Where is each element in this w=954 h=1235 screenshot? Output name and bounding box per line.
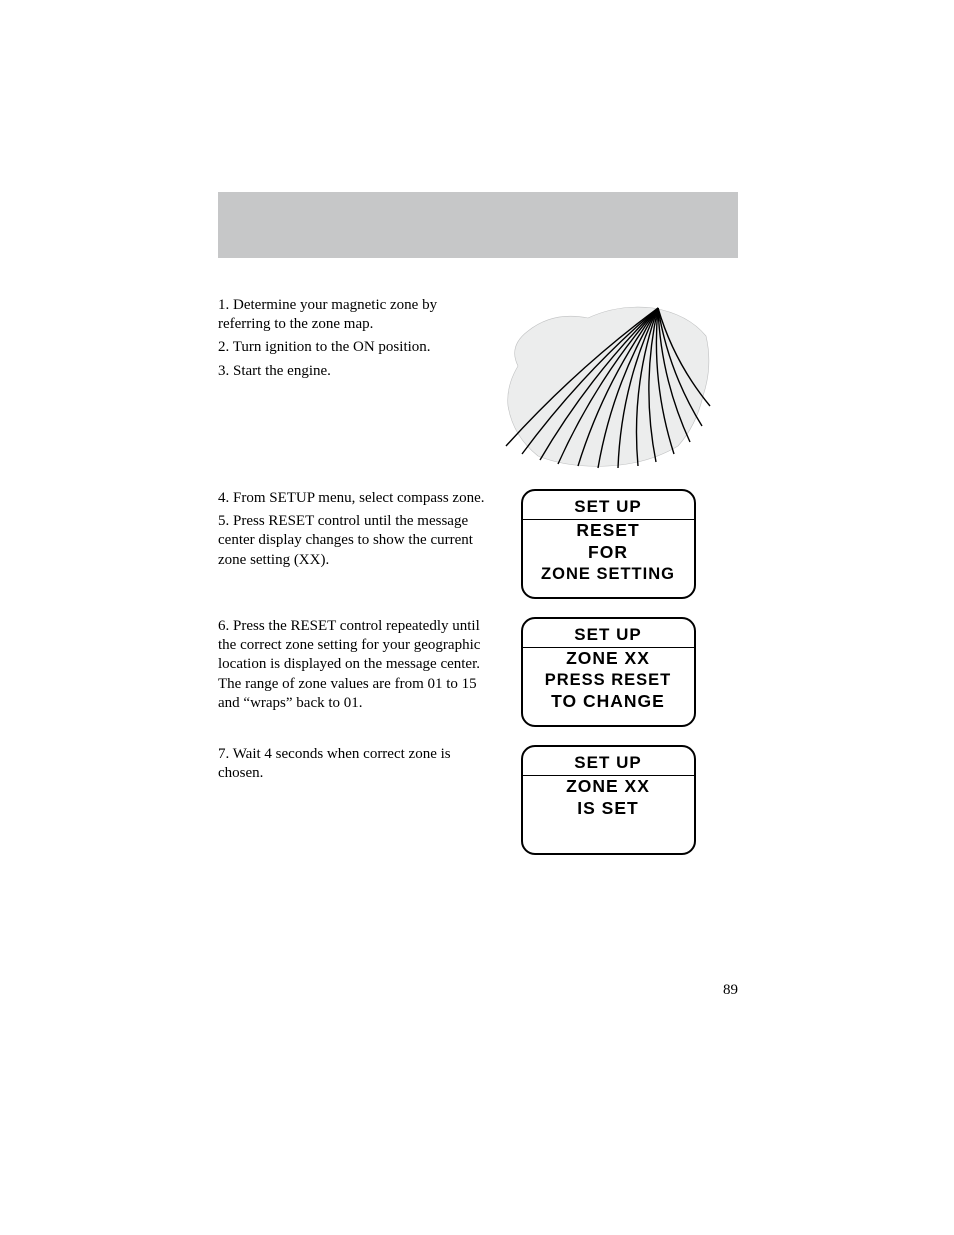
step-2: 2. Turn ignition to the ON position.: [218, 338, 488, 357]
display-2-title: SET UP: [523, 625, 694, 648]
display-2-l2: PRESS RESET: [545, 670, 672, 691]
display-1-l3: ZONE SETTING: [541, 564, 675, 585]
display-1-col: SET UP RESET FOR ZONE SETTING: [498, 489, 718, 599]
display-2-col: SET UP ZONE XX PRESS RESET TO CHANGE: [498, 617, 718, 727]
text-step-7: 7. Wait 4 seconds when correct zone is c…: [218, 745, 498, 787]
display-2-l1: ZONE XX: [566, 648, 650, 670]
section-header-band: [218, 192, 738, 258]
display-3-title: SET UP: [523, 753, 694, 776]
zone-map-figure: [498, 296, 718, 471]
page-number: 89: [723, 982, 738, 999]
row-step-6: 6. Press the RESET control repeatedly un…: [218, 617, 738, 727]
step-5: 5. Press RESET control until the message…: [218, 512, 488, 570]
display-1-l2: FOR: [588, 542, 628, 564]
display-1-l1: RESET: [576, 520, 639, 542]
step-7: 7. Wait 4 seconds when correct zone is c…: [218, 745, 488, 783]
display-3-l2: IS SET: [577, 798, 638, 820]
text-step-6: 6. Press the RESET control repeatedly un…: [218, 617, 498, 717]
row-step-7: 7. Wait 4 seconds when correct zone is c…: [218, 745, 738, 855]
display-box-3: SET UP ZONE XX IS SET: [521, 745, 696, 855]
text-steps-1-3: 1. Determine your magnetic zone by refer…: [218, 296, 498, 385]
zone-map-svg: [498, 296, 718, 471]
display-box-2: SET UP ZONE XX PRESS RESET TO CHANGE: [521, 617, 696, 727]
display-3-l1: ZONE XX: [566, 776, 650, 798]
display-3-col: SET UP ZONE XX IS SET: [498, 745, 718, 855]
display-box-1: SET UP RESET FOR ZONE SETTING: [521, 489, 696, 599]
step-3: 3. Start the engine.: [218, 362, 488, 381]
page: 1. Determine your magnetic zone by refer…: [0, 0, 954, 1235]
step-4: 4. From SETUP menu, select compass zone.: [218, 489, 488, 508]
display-1-title: SET UP: [523, 497, 694, 520]
content: 1. Determine your magnetic zone by refer…: [218, 296, 738, 873]
display-2-l3: TO CHANGE: [551, 691, 665, 713]
row-steps-4-5: 4. From SETUP menu, select compass zone.…: [218, 489, 738, 599]
landmass-outline: [508, 307, 709, 466]
step-6: 6. Press the RESET control repeatedly un…: [218, 617, 488, 713]
text-steps-4-5: 4. From SETUP menu, select compass zone.…: [218, 489, 498, 574]
step-1: 1. Determine your magnetic zone by refer…: [218, 296, 488, 334]
row-steps-1-3: 1. Determine your magnetic zone by refer…: [218, 296, 738, 471]
